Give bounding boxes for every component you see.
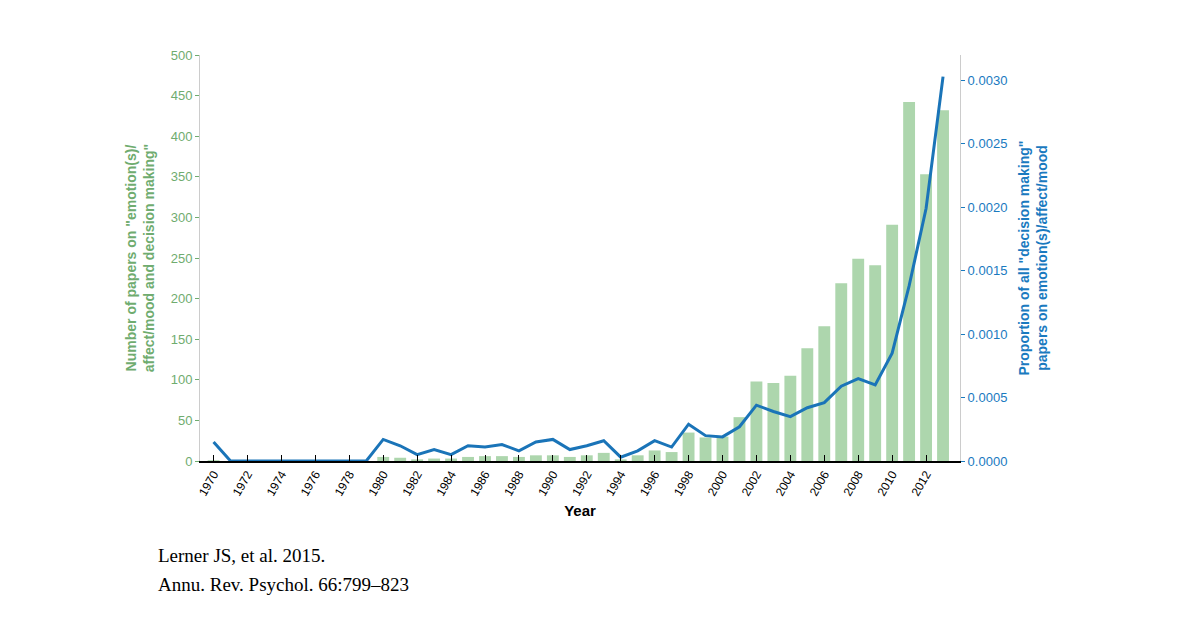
svg-text:0.0005: 0.0005 xyxy=(968,390,1008,405)
svg-text:1984: 1984 xyxy=(433,468,459,498)
svg-text:1982: 1982 xyxy=(399,468,425,498)
svg-text:50: 50 xyxy=(178,413,192,428)
svg-text:0.0020: 0.0020 xyxy=(968,200,1008,215)
svg-text:500: 500 xyxy=(171,48,193,63)
svg-text:1990: 1990 xyxy=(535,468,561,498)
svg-text:300: 300 xyxy=(171,210,193,225)
svg-text:2006: 2006 xyxy=(807,468,833,498)
svg-text:1986: 1986 xyxy=(467,468,493,498)
svg-text:Year: Year xyxy=(564,502,596,519)
svg-text:Annu. Rev. Psychol. 66:799–823: Annu. Rev. Psychol. 66:799–823 xyxy=(158,574,409,595)
svg-text:2012: 2012 xyxy=(908,468,934,498)
svg-text:2000: 2000 xyxy=(705,468,731,498)
svg-text:0: 0 xyxy=(185,454,192,469)
svg-text:200: 200 xyxy=(171,291,193,306)
svg-text:1970: 1970 xyxy=(196,468,222,498)
svg-text:1992: 1992 xyxy=(569,468,595,498)
svg-text:150: 150 xyxy=(171,332,193,347)
svg-text:0.0015: 0.0015 xyxy=(968,263,1008,278)
svg-text:Proportion of all "decision ma: Proportion of all "decision making"paper… xyxy=(1016,141,1050,376)
svg-text:1996: 1996 xyxy=(637,468,663,498)
svg-text:0.0030: 0.0030 xyxy=(968,73,1008,88)
svg-text:Number of papers on "emotion(s: Number of papers on "emotion(s)/affect/m… xyxy=(123,144,157,372)
svg-text:1998: 1998 xyxy=(671,468,697,498)
svg-text:450: 450 xyxy=(171,88,193,103)
svg-text:1972: 1972 xyxy=(230,468,256,498)
svg-text:2010: 2010 xyxy=(874,468,900,498)
svg-text:2008: 2008 xyxy=(841,468,867,498)
svg-text:2004: 2004 xyxy=(773,468,799,498)
svg-text:1974: 1974 xyxy=(264,468,290,498)
svg-text:1976: 1976 xyxy=(298,468,324,498)
svg-text:2002: 2002 xyxy=(739,468,765,498)
svg-text:250: 250 xyxy=(171,251,193,266)
svg-text:1980: 1980 xyxy=(366,468,392,498)
svg-text:Lerner JS, et al. 2015.: Lerner JS, et al. 2015. xyxy=(158,545,325,566)
svg-text:100: 100 xyxy=(171,372,193,387)
svg-text:1988: 1988 xyxy=(501,468,527,498)
svg-text:400: 400 xyxy=(171,129,193,144)
svg-text:0.0010: 0.0010 xyxy=(968,327,1008,342)
svg-text:350: 350 xyxy=(171,169,193,184)
svg-text:0.0025: 0.0025 xyxy=(968,136,1008,151)
svg-text:1994: 1994 xyxy=(603,468,629,498)
svg-text:1978: 1978 xyxy=(332,468,358,498)
svg-text:0.0000: 0.0000 xyxy=(968,454,1008,469)
